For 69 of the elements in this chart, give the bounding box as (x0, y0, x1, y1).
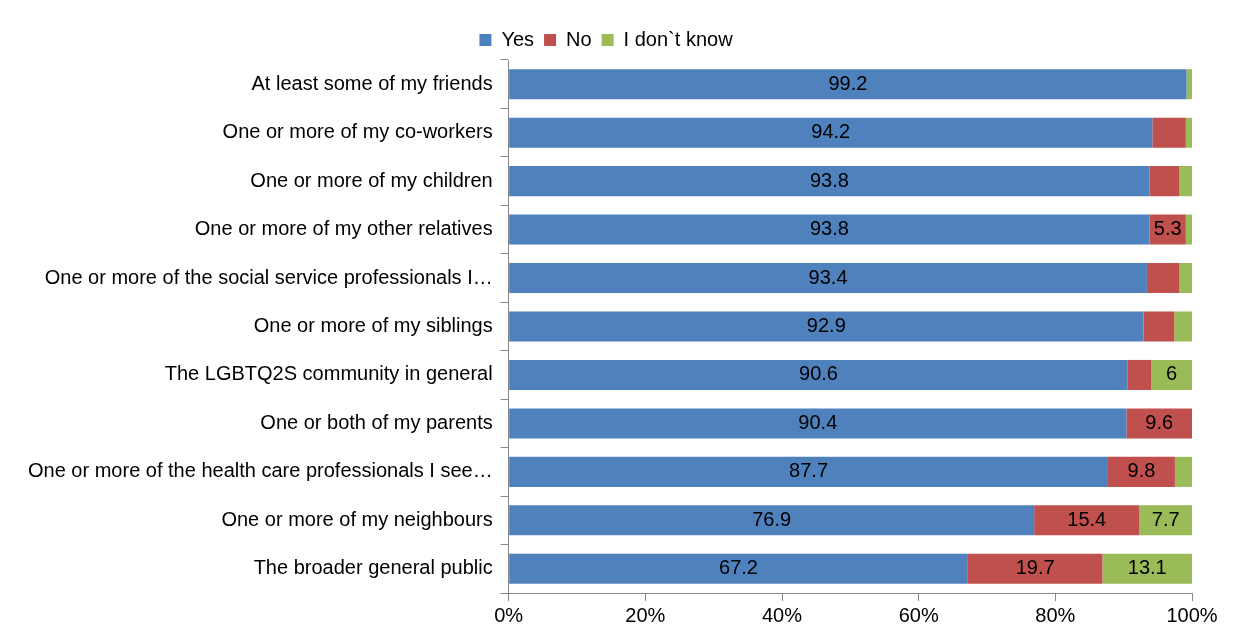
bar (509, 505, 1035, 536)
bar (1107, 456, 1175, 487)
data-label: 6 (1165, 362, 1178, 385)
data-label: 93.4 (808, 265, 848, 288)
data-label: 92.9 (806, 314, 846, 337)
bar (509, 359, 1128, 390)
x-tick-label: 60% (898, 603, 939, 626)
bar (509, 408, 1127, 439)
data-label: 87.7 (789, 459, 829, 482)
bar (1102, 553, 1192, 584)
legend-label: No (566, 27, 592, 50)
data-label: 9.8 (1127, 459, 1156, 482)
bar (509, 263, 1147, 294)
x-tick-label: 0% (494, 603, 524, 626)
bar (1185, 117, 1192, 148)
data-label: 9.6 (1145, 410, 1174, 433)
x-tick-label: 40% (762, 603, 803, 626)
bar (1151, 359, 1192, 390)
bar (1174, 311, 1192, 342)
y-tick-label: The broader general public (253, 556, 493, 579)
y-tick-label: One or more of my neighbours (221, 507, 493, 530)
x-tick-label: 20% (625, 603, 666, 626)
y-tick-label: One or more of my co-workers (222, 120, 493, 143)
bar (1146, 263, 1180, 294)
data-label: 67.2 (719, 556, 758, 579)
bar (1185, 214, 1192, 245)
bar (967, 553, 1103, 584)
data-label: 93.8 (809, 217, 849, 240)
y-tick-label: One or more of my other relatives (194, 217, 493, 240)
y-tick-label: The LGBTQ2S community in general (164, 362, 493, 385)
y-tick-label: One or both of my parents (260, 410, 493, 433)
data-label: 99.2 (828, 71, 868, 94)
bar (509, 214, 1150, 245)
bar (1174, 456, 1192, 487)
bar (509, 456, 1108, 487)
data-label: 13.1 (1127, 556, 1167, 579)
y-tick-label: At least some of my friends (251, 71, 493, 94)
data-label: 90.6 (799, 362, 838, 385)
bar (1152, 117, 1186, 148)
bar (509, 166, 1150, 197)
bar (1143, 311, 1175, 342)
y-tick-label: One or more of my children (250, 168, 493, 191)
data-label: 5.3 (1153, 217, 1182, 240)
bar (1126, 408, 1192, 439)
data-label: 90.4 (798, 410, 838, 433)
bar (1034, 505, 1140, 536)
data-label: 93.8 (809, 168, 849, 191)
data-label: 15.4 (1067, 507, 1107, 530)
data-label: 19.7 (1015, 556, 1055, 579)
bar (1179, 166, 1192, 197)
y-tick-label: One or more of my siblings (253, 314, 493, 337)
bar (509, 69, 1187, 100)
bar (1139, 505, 1192, 536)
bar (1127, 359, 1151, 390)
data-label: 7.7 (1151, 507, 1180, 530)
bar (1149, 166, 1180, 197)
data-label: 94.2 (811, 120, 851, 143)
bar (509, 311, 1144, 342)
bar (1186, 69, 1192, 100)
x-tick-label: 80% (1035, 603, 1076, 626)
bar (1179, 263, 1192, 294)
legend-label: Yes (501, 27, 535, 50)
data-label: 76.9 (752, 507, 792, 530)
x-tick-label: 100% (1166, 603, 1218, 626)
y-tick-label: One or more of the health care professionals I see… (28, 459, 493, 482)
bar (509, 553, 968, 584)
y-tick-label: One or more of the social service professionals I… (44, 265, 493, 288)
bar (509, 117, 1153, 148)
legend-label: I don`t know (623, 27, 734, 50)
